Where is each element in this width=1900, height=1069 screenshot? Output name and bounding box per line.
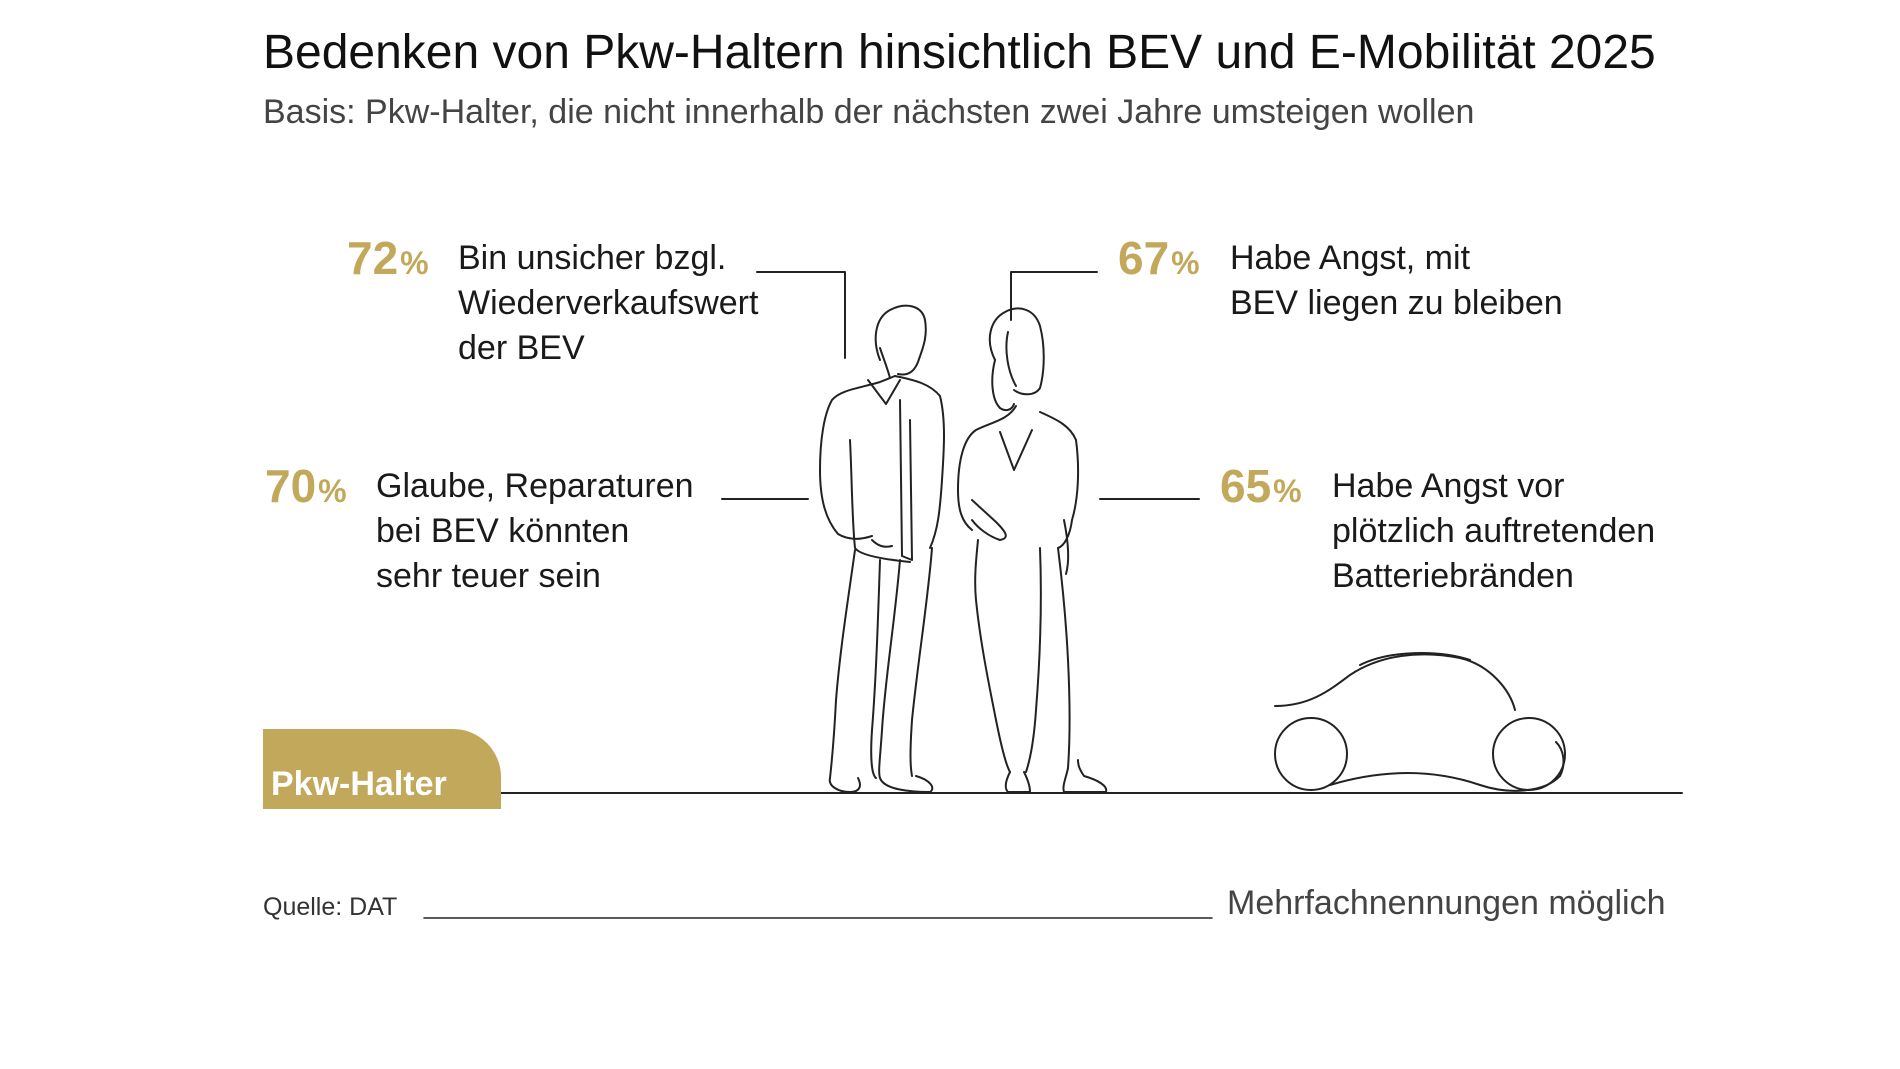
badge-pkw-halter: Pkw-Halter <box>263 729 501 809</box>
stat-label-2: Glaube, Reparaturen bei BEV könnten sehr… <box>376 467 694 595</box>
leader-line-1 <box>756 271 846 359</box>
stat-value-4: 65% <box>1220 460 1302 517</box>
stat-value-4-unit: % <box>1273 473 1302 509</box>
chart-title: Bedenken von Pkw-Haltern hinsichtlich BE… <box>263 26 1656 79</box>
stat-value-3: 67% <box>1118 232 1200 289</box>
stat-value-1: 72% <box>347 232 429 289</box>
chart-subtitle: Basis: Pkw-Halter, die nicht innerhalb d… <box>263 93 1475 131</box>
stat-value-2-unit: % <box>318 473 347 509</box>
stat-value-2: 70% <box>265 460 347 517</box>
stat-value-2-number: 70 <box>265 460 317 512</box>
multiple-answers-note: Mehrfachnennungen möglich <box>1227 884 1666 922</box>
woman-illustration <box>957 307 1108 793</box>
leader-line-3 <box>1010 271 1098 321</box>
stat-value-1-unit: % <box>400 245 429 281</box>
stat-value-1-number: 72 <box>347 232 399 284</box>
stat-label-4: Habe Angst vor plötzlich auftretenden Ba… <box>1332 467 1656 595</box>
stat-value-3-unit: % <box>1171 245 1200 281</box>
car-illustration <box>1274 652 1566 792</box>
man-illustration <box>819 304 945 793</box>
stat-label-1: Bin unsicher bzgl. Wiederverkaufswert de… <box>458 239 759 367</box>
source-note: Quelle: DAT <box>263 893 398 921</box>
stat-label-3: Habe Angst, mit BEV liegen zu bleiben <box>1230 239 1563 322</box>
stat-value-4-number: 65 <box>1220 460 1272 512</box>
stat-value-3-number: 67 <box>1118 232 1170 284</box>
